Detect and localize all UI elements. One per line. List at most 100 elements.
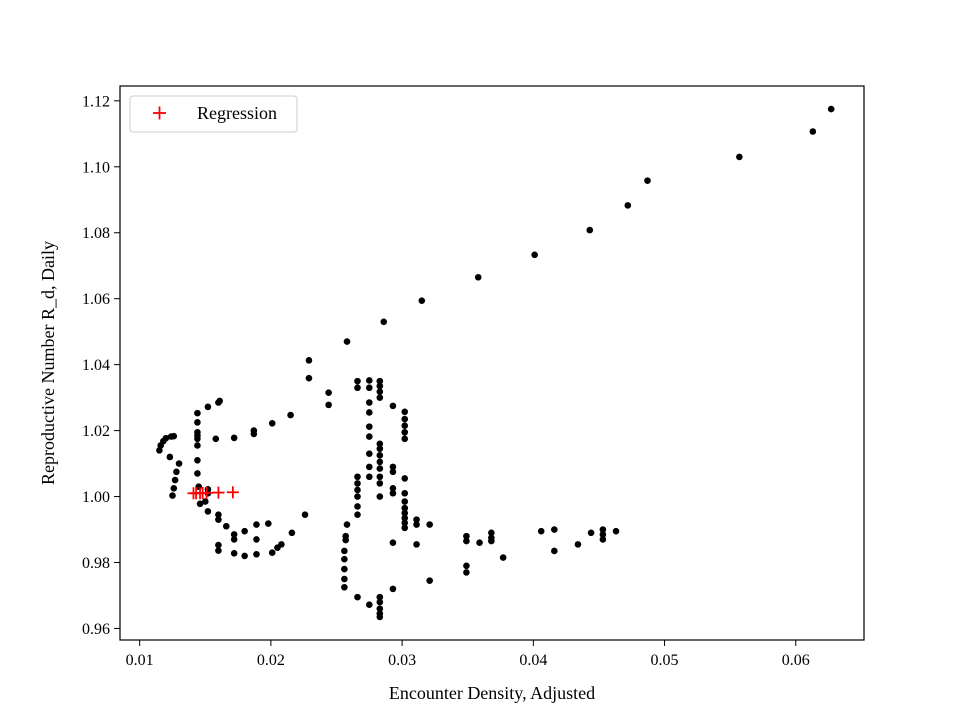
scatter-point xyxy=(194,456,201,464)
scatter-point xyxy=(288,529,296,537)
regression-point xyxy=(200,486,213,499)
legend-marker-plus xyxy=(153,106,166,120)
scatter-point xyxy=(241,527,248,535)
scatter-point xyxy=(827,105,835,113)
scatter-point xyxy=(599,526,607,533)
scatter-point xyxy=(376,458,384,466)
y-tick-label: 1.12 xyxy=(82,93,110,110)
scatter-point xyxy=(376,452,384,459)
scatter-point xyxy=(342,536,349,544)
scatter-point xyxy=(413,541,420,548)
regression-point xyxy=(226,486,239,499)
scatter-point xyxy=(376,493,384,500)
scatter-point xyxy=(354,384,361,392)
y-tick-label: 1.06 xyxy=(82,291,110,308)
scatter-point xyxy=(194,470,201,477)
scatter-point xyxy=(194,435,201,443)
scatter-point xyxy=(531,251,538,259)
x-tick-label: 0.01 xyxy=(126,652,154,669)
scatter-point xyxy=(162,434,170,442)
scatter-point xyxy=(624,202,632,209)
regression-point xyxy=(212,486,225,499)
scatter-point xyxy=(418,297,426,304)
scatter-point xyxy=(170,432,178,440)
scatter-point xyxy=(354,503,361,510)
scatter-point xyxy=(215,547,222,554)
scatter-point xyxy=(212,435,220,443)
scatter-point xyxy=(194,409,201,417)
scatter-point xyxy=(463,537,470,545)
y-axis-label: Reproductive Number R_d, Daily xyxy=(38,241,58,485)
scatter-point xyxy=(499,554,507,561)
y-tick-label: 0.98 xyxy=(82,555,110,572)
scatter-point xyxy=(376,382,384,390)
scatter-point xyxy=(196,500,204,508)
scatter-point xyxy=(376,598,384,606)
scatter-point xyxy=(389,539,397,547)
y-tick-label: 1.10 xyxy=(82,159,110,176)
scatter-point xyxy=(194,419,201,426)
scatter-point xyxy=(612,527,620,535)
scatter-point xyxy=(380,318,388,326)
scatter-point xyxy=(241,552,248,560)
scatter-point xyxy=(389,468,397,476)
scatter-point xyxy=(230,434,238,442)
scatter-point xyxy=(222,522,230,530)
scatter-point xyxy=(389,463,397,471)
scatter-point xyxy=(376,394,384,401)
scatter-point xyxy=(216,397,224,405)
scatter-point xyxy=(301,511,309,518)
scatter-point xyxy=(287,411,294,419)
scatter-point xyxy=(354,511,361,518)
plot-frame xyxy=(119,85,865,641)
scatter-point xyxy=(463,532,470,540)
scatter-point xyxy=(376,480,384,487)
scatter-point xyxy=(426,521,433,528)
scatter-point xyxy=(268,420,276,427)
x-tick-label: 0.02 xyxy=(257,652,285,669)
y-tick-label: 1.02 xyxy=(82,423,110,440)
scatter-point xyxy=(401,489,409,497)
scatter-point xyxy=(366,601,373,609)
scatter-point xyxy=(401,519,409,527)
scatter-point xyxy=(401,435,409,443)
scatter-point xyxy=(230,536,238,543)
scatter-point xyxy=(401,475,409,482)
scatter-point xyxy=(488,529,495,537)
x-tick-label: 0.03 xyxy=(388,652,416,669)
scatter-point xyxy=(587,529,595,537)
scatter-point xyxy=(366,399,373,406)
scatter-point xyxy=(170,485,178,492)
scatter-point xyxy=(644,177,651,184)
scatter-point xyxy=(366,433,373,440)
scatter-point xyxy=(354,486,361,494)
scatter-point xyxy=(366,409,373,416)
scatter-point xyxy=(366,473,373,481)
scatter-point xyxy=(401,504,409,512)
scatter-point xyxy=(215,511,222,518)
scatter-point xyxy=(354,473,361,481)
scatter-point xyxy=(599,536,607,543)
scatter-point xyxy=(215,516,222,523)
scatter-point xyxy=(376,465,384,472)
scatter-point xyxy=(341,547,348,555)
scatter-point xyxy=(463,569,470,576)
scatter-point xyxy=(366,463,373,471)
scatter-point xyxy=(389,489,397,497)
scatter-point xyxy=(253,536,260,543)
scatter-point xyxy=(215,541,222,549)
x-tick-label: 0.04 xyxy=(519,652,547,669)
scatter-point xyxy=(586,226,594,234)
scatter-point xyxy=(305,357,313,364)
scatter-point xyxy=(401,408,409,416)
x-tick-label: 0.06 xyxy=(782,652,810,669)
scatter-point xyxy=(537,527,545,535)
scatter-point xyxy=(268,549,276,556)
scatter-point xyxy=(401,422,409,429)
legend-label-regression: Regression xyxy=(197,103,277,123)
scatter-point xyxy=(401,509,409,517)
scatter-point xyxy=(325,401,332,409)
scatter-point xyxy=(354,377,361,385)
scatter-point xyxy=(341,565,348,573)
